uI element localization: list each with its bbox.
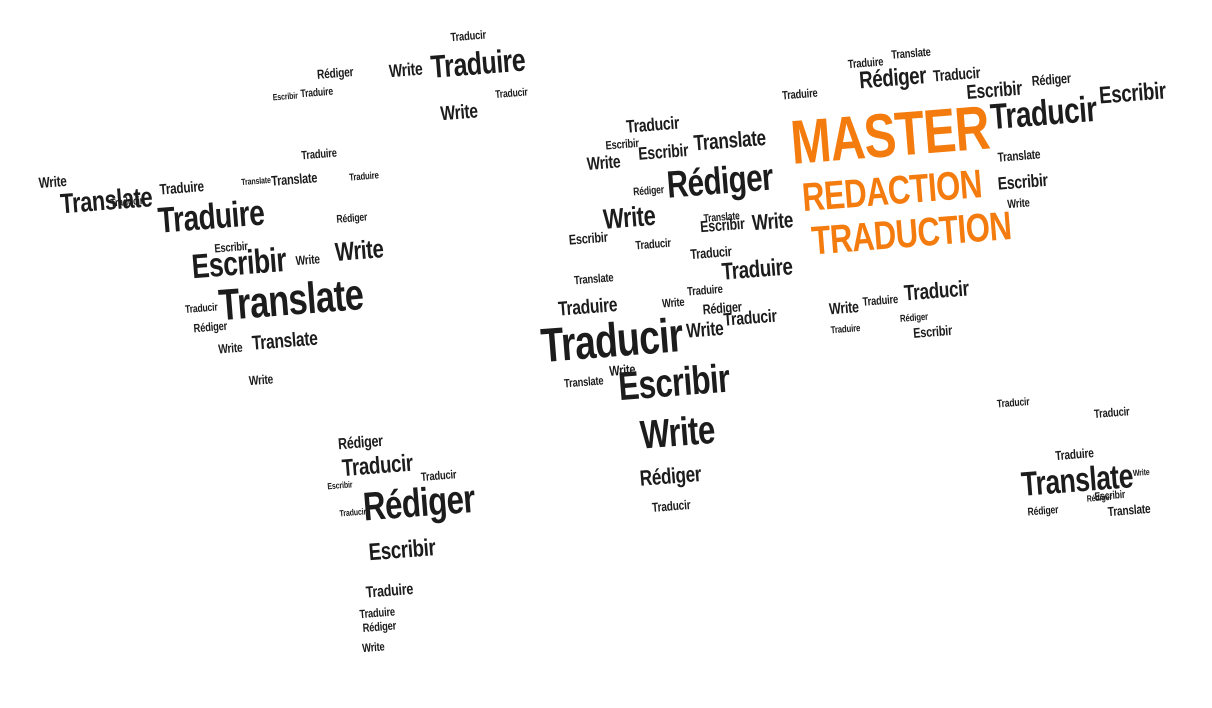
word-asia: Escribir — [996, 169, 1049, 194]
word-asia: Escribir — [912, 321, 953, 341]
word-greenland: Traducir — [450, 27, 487, 45]
word-europe: Rédiger — [665, 156, 775, 207]
word-oceania: Traducir — [996, 396, 1030, 411]
word-africa: Traduire — [686, 281, 724, 299]
word-europe: Translate — [692, 124, 767, 156]
word-north-america: Escribir — [213, 238, 249, 256]
word-asia: Rédiger — [858, 62, 928, 95]
word-europe: Traducir — [625, 112, 680, 137]
word-asia: Traduire — [830, 323, 861, 337]
word-greenland: Traduire — [300, 85, 334, 101]
word-south-america: Rédiger — [337, 432, 384, 454]
word-south-america: Write — [361, 639, 385, 656]
word-asia: Translate — [890, 44, 932, 62]
word-oceania: Traducir — [1093, 404, 1130, 421]
word-south-america: Escribir — [367, 534, 437, 567]
word-north-america: Translate — [240, 174, 272, 188]
word-europe: Escribir — [604, 135, 640, 153]
word-north-america: Translate — [251, 327, 319, 355]
word-north-america: Translate — [270, 169, 318, 189]
word-greenland: Escribir — [272, 90, 299, 103]
word-greenland: Rédiger — [316, 64, 354, 82]
word-north-america: Traduire — [300, 145, 338, 163]
word-africa: Traducir — [651, 496, 691, 515]
word-north-america: Write — [333, 233, 385, 267]
word-africa: Traducir — [689, 242, 733, 263]
word-africa: Write — [638, 407, 717, 458]
word-europe: Escribir — [637, 140, 689, 164]
word-europe: Escribir — [699, 215, 746, 237]
word-europe: Write — [751, 207, 794, 236]
word-europe: Write — [602, 199, 657, 235]
word-asia: Traduire — [862, 292, 899, 309]
word-north-america: Traduire — [156, 191, 266, 241]
word-north-america: Write — [217, 339, 243, 357]
word-asia: Escribir — [1098, 77, 1167, 110]
word-asia: Traducir — [988, 87, 1099, 138]
word-greenland: Traduire — [429, 41, 527, 85]
word-asia: Write — [828, 299, 860, 319]
word-africa: Write — [661, 294, 685, 311]
word-asia: Translate — [997, 146, 1041, 165]
word-north-america: Write — [248, 371, 274, 389]
word-north-america: Rédiger — [193, 318, 228, 336]
word-north-america: Traduire — [158, 178, 205, 199]
word-oceania: Translate — [1107, 500, 1151, 520]
word-africa: Rédiger — [638, 461, 703, 491]
word-asia: Rédiger — [1031, 69, 1072, 89]
word-africa: Traduire — [557, 294, 619, 321]
word-south-america: Traducir — [341, 449, 414, 483]
word-north-america: Translate — [216, 270, 365, 331]
word-africa: Traducir — [722, 305, 778, 330]
word-africa: Write — [608, 360, 636, 379]
word-europe: Translate — [573, 270, 614, 288]
word-africa: Translate — [563, 373, 604, 391]
word-asia: Traducir — [903, 275, 970, 306]
word-oceania: Rédiger — [1086, 491, 1113, 504]
word-oceania: Rédiger — [1027, 504, 1059, 519]
word-europe: Traduire — [781, 85, 819, 103]
word-africa: Traduire — [720, 253, 794, 286]
word-north-america: Traduire — [348, 170, 380, 184]
word-greenland: Write — [388, 58, 424, 82]
word-oceania: Write — [1132, 466, 1150, 479]
word-north-america: Write — [295, 251, 321, 269]
word-south-america: Traduire — [365, 580, 414, 602]
word-greenland: Traducir — [494, 86, 529, 101]
word-greenland: Write — [439, 100, 479, 126]
word-north-america: Rédiger — [336, 211, 368, 226]
word-asia: Write — [1006, 195, 1031, 212]
word-europe: Rédiger — [632, 184, 665, 199]
word-north-america: Traducir — [184, 301, 218, 316]
word-europe: Traducir — [634, 235, 672, 253]
word-africa: Write — [685, 317, 725, 343]
word-south-america: Rédiger — [362, 618, 397, 635]
word-south-america: Escribir — [327, 479, 353, 492]
word-europe: Write — [586, 151, 622, 174]
word-south-america: Rédiger — [361, 476, 477, 530]
word-europe: Escribir — [568, 228, 609, 248]
word-south-america: Traducir — [339, 506, 367, 519]
